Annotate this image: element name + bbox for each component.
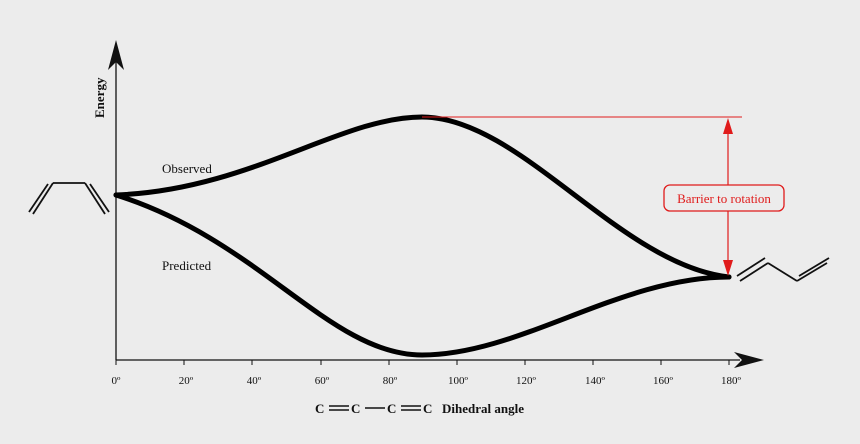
y-axis-label: Energy: [92, 77, 107, 118]
barrier-arrowhead-up: [723, 118, 733, 134]
formula-atom: C: [351, 401, 360, 416]
x-axis-title: C C C C Dihedral angle: [315, 401, 524, 416]
formula-atom: C: [423, 401, 432, 416]
predicted-curve: [113, 192, 732, 358]
s-trans-butadiene-icon: [736, 257, 830, 282]
x-tick-labels: 0º 20º 40º 60º 80º 100º 120º 140º 160º 1…: [112, 375, 742, 387]
barrier-label-box: [663, 184, 785, 212]
formula-atom: C: [315, 401, 324, 416]
formula-atom: C: [387, 401, 396, 416]
predicted-label: Predicted: [162, 258, 212, 273]
x-tick-label: 80º: [383, 375, 398, 387]
x-tick-label: 60º: [315, 375, 330, 387]
x-tick-label: 140º: [585, 375, 606, 387]
x-ticks: [115, 360, 730, 365]
barrier-annotation: Barrier to rotation: [422, 116, 785, 276]
x-tick-label: 20º: [179, 375, 194, 387]
observed-label: Observed: [162, 161, 212, 176]
s-cis-butadiene-icon: [28, 182, 110, 215]
x-tick-label: 120º: [516, 375, 537, 387]
x-tick-label: 0º: [112, 375, 122, 387]
x-axis-label: Dihedral angle: [442, 401, 524, 416]
x-axis-arrowhead: [734, 352, 764, 368]
y-axis-arrowhead: [108, 40, 124, 70]
barrier-arrowhead-down: [723, 260, 733, 276]
observed-curve: [113, 114, 732, 280]
x-tick-label: 180º: [721, 375, 742, 387]
barrier-label: Barrier to rotation: [677, 191, 771, 206]
x-tick-label: 100º: [448, 375, 469, 387]
x-tick-label: 40º: [247, 375, 262, 387]
x-tick-label: 160º: [653, 375, 674, 387]
